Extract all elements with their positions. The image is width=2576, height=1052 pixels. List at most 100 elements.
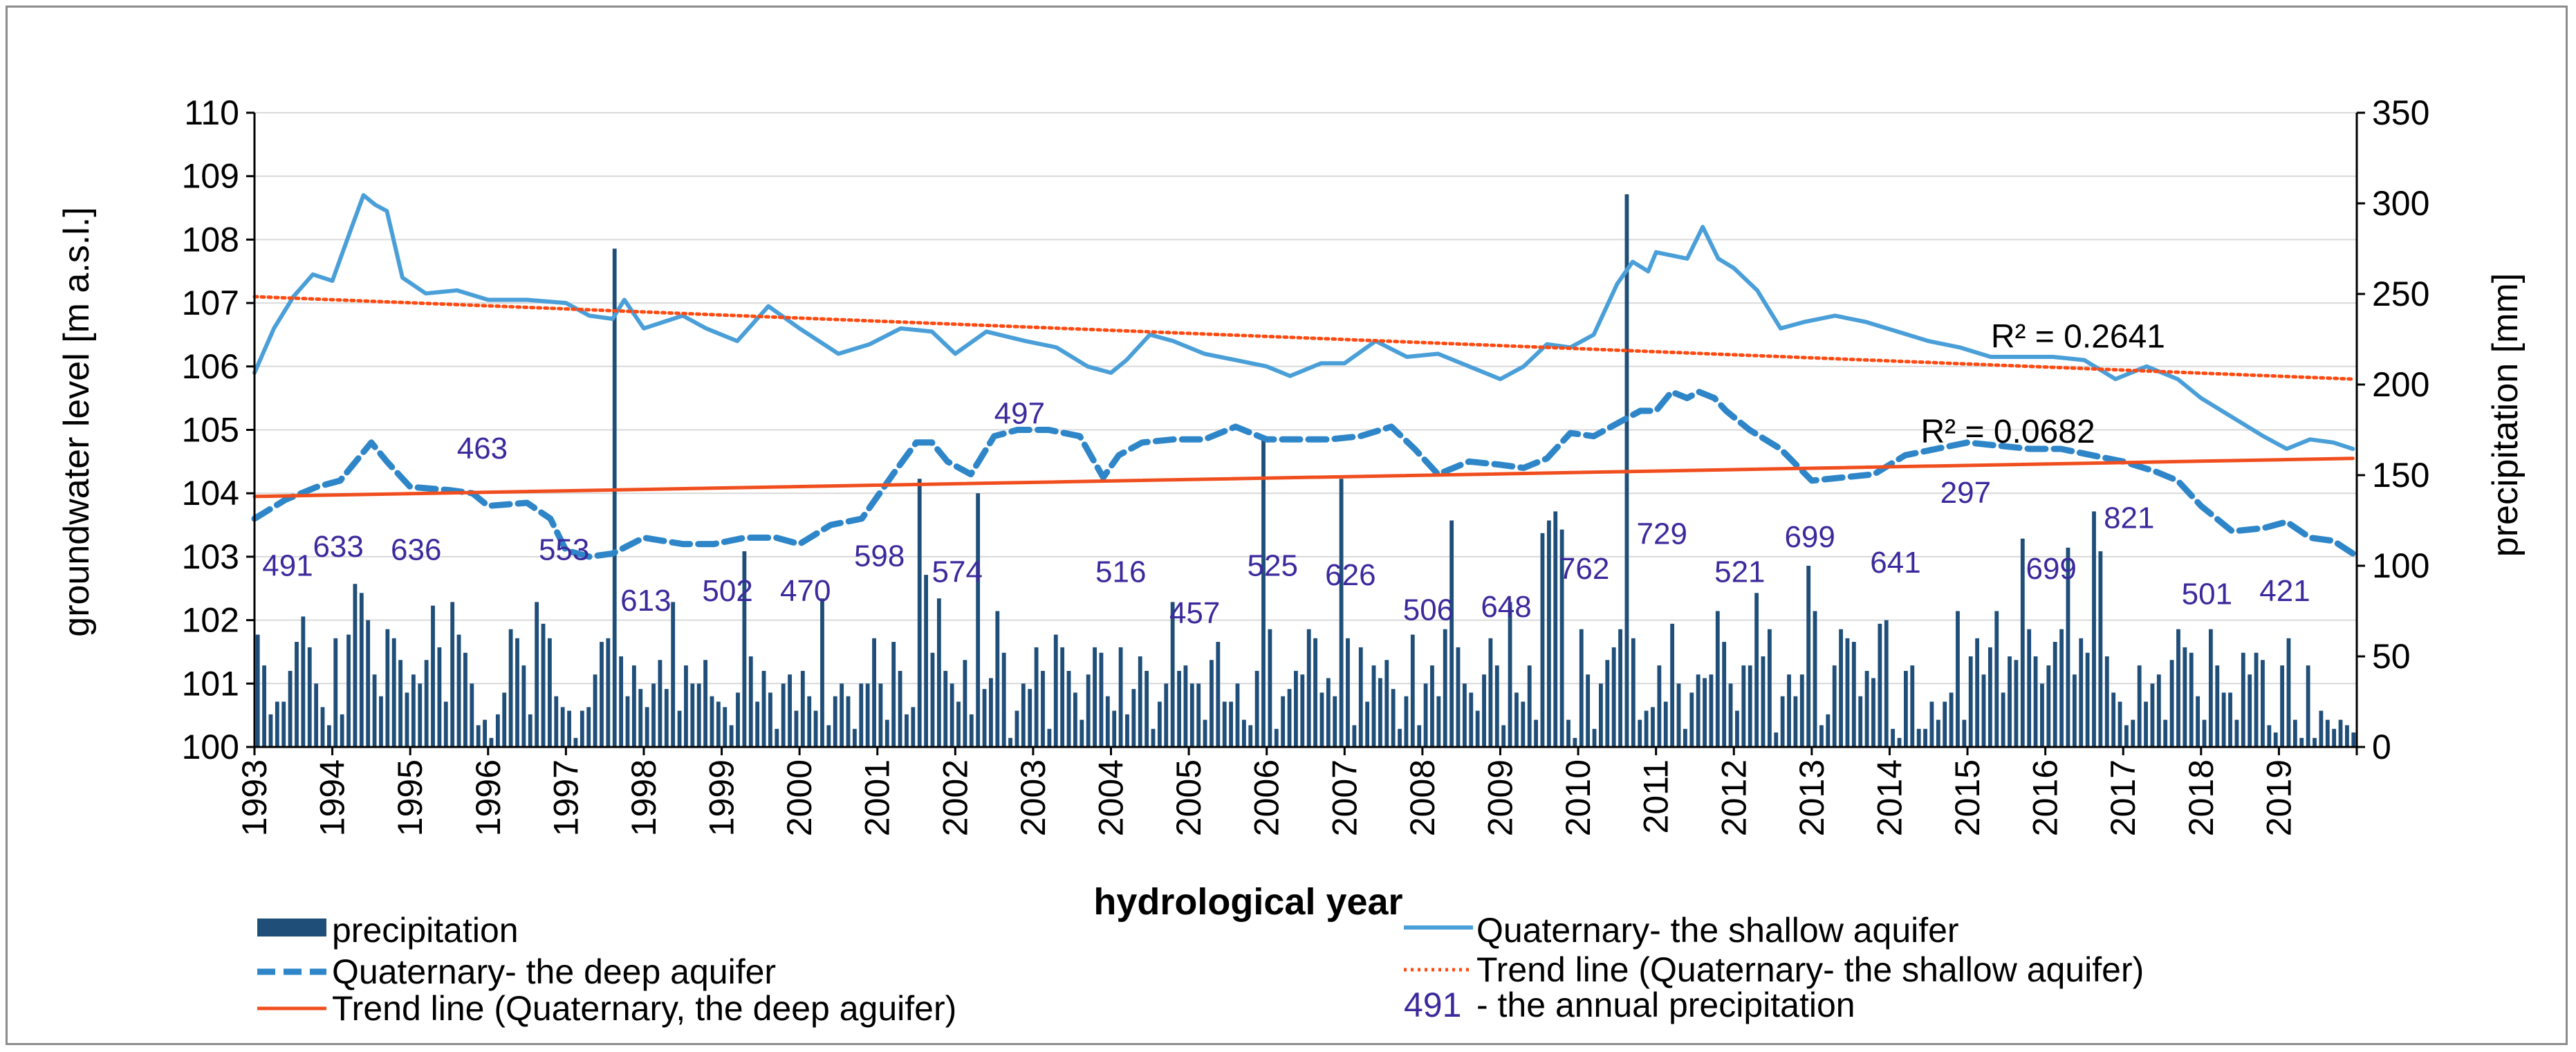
precipitation-bar xyxy=(1456,647,1461,747)
precipitation-bar xyxy=(1546,520,1551,747)
precipitation-bar xyxy=(1319,692,1324,747)
precipitation-bar xyxy=(2085,652,2090,747)
annual-precipitation-label: 502 xyxy=(702,574,752,608)
precipitation-bar xyxy=(1728,683,1733,747)
precipitation-bar xyxy=(1164,683,1169,747)
precipitation-bar xyxy=(1371,665,1376,747)
precipitation-bar xyxy=(1268,629,1272,747)
precipitation-bar xyxy=(2325,719,2330,747)
precipitation-bar xyxy=(1404,696,1409,747)
x-tick-label: 1997 xyxy=(546,759,585,836)
precipitation-bar xyxy=(1599,683,1603,747)
precipitation-bar xyxy=(495,714,500,747)
deep-aquifer-line xyxy=(251,389,2356,560)
precipitation-bar xyxy=(2273,732,2278,747)
precipitation-bar xyxy=(2156,674,2161,747)
x-tick-label: 2014 xyxy=(1870,759,1909,836)
annual-precipitation-label: 457 xyxy=(1169,596,1220,630)
precipitation-bar xyxy=(651,683,656,747)
x-tick-label: 2011 xyxy=(1637,759,1676,834)
annual-precipitation-label: 626 xyxy=(1325,558,1375,592)
precipitation-bar xyxy=(554,696,559,747)
precipitation-bar xyxy=(2241,652,2245,747)
precipitation-bar xyxy=(1384,660,1389,747)
precipitation-bar xyxy=(1053,634,1058,747)
precipitation-bar xyxy=(1987,647,1992,747)
x-tick-label: 2012 xyxy=(1714,759,1753,836)
precipitation-bar xyxy=(2118,701,2122,747)
precipitation-bar xyxy=(911,707,916,747)
precipitation-bar xyxy=(1410,634,1415,747)
precipitation-bar xyxy=(463,652,467,747)
precipitation-bar xyxy=(268,714,273,747)
precipitation-bar xyxy=(1891,728,1896,747)
precipitation-bar xyxy=(1703,678,1707,747)
annual-precipitation-label: 633 xyxy=(313,530,363,564)
precipitation-bar xyxy=(2248,674,2252,747)
precipitation-bar xyxy=(943,670,948,747)
precipitation-bar xyxy=(2234,719,2239,747)
precipitation-bar xyxy=(2228,692,2232,747)
precipitation-bar xyxy=(1112,710,1117,747)
annual-precipitation-label: 762 xyxy=(1559,552,1609,586)
precipitation-bar xyxy=(703,660,708,747)
precipitation-bar xyxy=(2306,665,2310,747)
precipitation-bar xyxy=(295,642,299,747)
annual-precipitation-label: 574 xyxy=(932,555,983,589)
precipitation-bar xyxy=(768,692,772,747)
precipitation-bar xyxy=(2104,656,2109,747)
trend-line-shallow xyxy=(252,295,2355,381)
precipitation-bar xyxy=(1138,656,1142,747)
precipitation-bar xyxy=(528,714,532,747)
precipitation-bar xyxy=(2202,719,2207,747)
precipitation-bar xyxy=(2299,737,2304,747)
precipitation-bar xyxy=(1145,670,1149,747)
precipitation-bar xyxy=(1663,701,1668,747)
y-tick-label-left: 101 xyxy=(182,664,239,703)
precipitation-bars xyxy=(255,194,2356,747)
precipitation-bar xyxy=(1566,719,1570,747)
precipitation-bar xyxy=(1417,725,1422,747)
precipitation-bar xyxy=(696,683,701,747)
annual-precipitation-label: 613 xyxy=(620,584,671,618)
precipitation-bar xyxy=(2098,551,2103,747)
precipitation-bar xyxy=(1851,642,1856,747)
precipitation-bar xyxy=(1611,647,1616,747)
precipitation-bar xyxy=(340,714,344,747)
precipitation-bar xyxy=(2079,638,2084,747)
x-tick-label: 1999 xyxy=(703,759,741,836)
precipitation-bar xyxy=(301,616,306,747)
precipitation-bar xyxy=(502,692,507,747)
x-tick-label: 2017 xyxy=(2104,759,2142,836)
precipitation-bar xyxy=(391,638,396,747)
precipitation-bar xyxy=(1287,689,1292,747)
x-tick-label: 2000 xyxy=(780,759,819,836)
precipitation-bar xyxy=(2053,642,2057,747)
y-tick-label-left: 103 xyxy=(182,537,239,576)
precipitation-bar xyxy=(1975,638,1980,747)
precipitation-bar xyxy=(1261,439,1266,747)
annual-precipitation-label: 470 xyxy=(780,574,831,608)
precipitation-bar xyxy=(593,674,597,747)
precipitation-bar xyxy=(1346,638,1350,747)
tick-labels: 1001011021031041051061071081091100501001… xyxy=(182,93,2430,836)
precipitation-bar xyxy=(690,683,695,747)
precipitation-bar xyxy=(677,710,682,747)
precipitation-bar xyxy=(437,647,442,747)
x-tick-label: 2007 xyxy=(1325,759,1364,836)
x-axis-title: hydrological year xyxy=(1093,881,1402,923)
precipitation-bar xyxy=(2189,652,2194,747)
precipitation-bar xyxy=(846,696,851,747)
x-tick-label: 2005 xyxy=(1169,759,1208,836)
precipitation-bar xyxy=(1741,665,1746,747)
precipitation-bar xyxy=(1333,696,1337,747)
precipitation-bar xyxy=(1210,660,1214,747)
precipitation-bar xyxy=(2169,660,2174,747)
precipitation-bar xyxy=(1696,674,1701,747)
precipitation-bar xyxy=(1014,710,1019,747)
precipitation-bar xyxy=(1222,701,1227,747)
legend: precipitation Quaternary- the shallow aq… xyxy=(257,911,2144,1028)
annual-precipitation-label: 501 xyxy=(2182,578,2232,611)
precipitation-bar xyxy=(1994,611,1999,747)
